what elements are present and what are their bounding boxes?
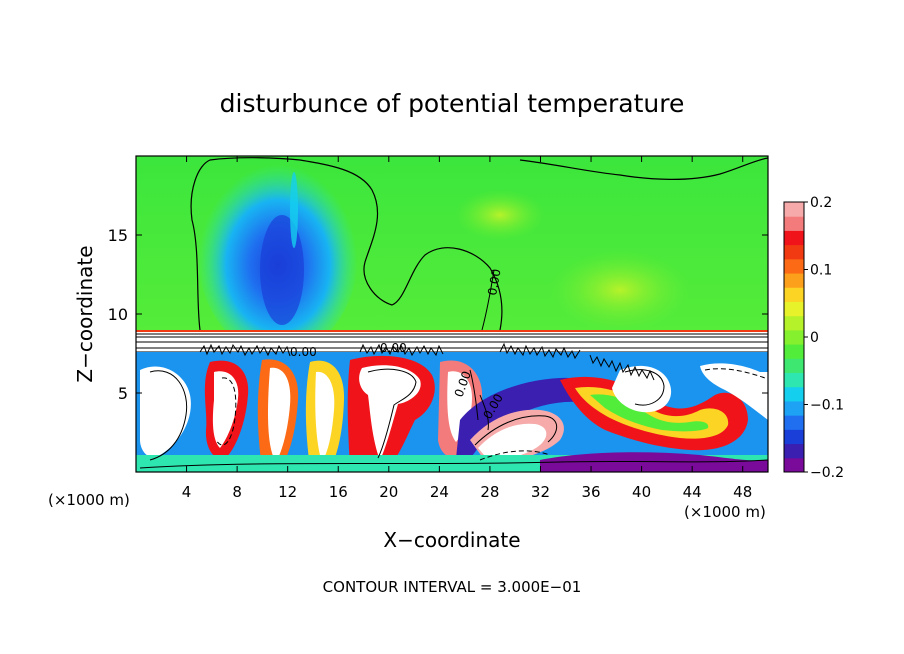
x-tick-label: 48 [733,483,752,501]
colorbar-segment [784,386,804,402]
contour-line [149,370,188,461]
contour-line [479,450,551,461]
colorbar-segment [784,301,804,317]
x-axis-label: X−coordinate [383,528,520,552]
x-unit-label-right: (×1000 m) [684,503,766,521]
contour-line [215,377,237,446]
y-tick-label: 10 [108,305,128,324]
contour-line [589,354,655,381]
colorbar-segment [784,358,804,374]
vortex-cell [315,371,335,462]
x-tick-label: 20 [379,483,398,501]
contour-line [367,368,417,459]
colorbar-segment [784,230,804,246]
contour-line [474,415,558,446]
contour-line [704,368,766,379]
colorbar-segment [784,258,804,274]
colorbar-tick-label: 0.2 [810,195,832,211]
colorbar-segment [784,315,804,331]
colorbar-tick-label: 0.1 [810,263,832,279]
yellow-patch [455,190,545,240]
contour-line [624,369,665,406]
colorbar-segment [784,273,804,288]
y-tick-label: 5 [118,384,128,403]
x-tick-label: 40 [632,483,651,501]
y-tick-label: 15 [108,226,128,245]
chart-title: disturbunce of potential temperature [220,89,685,118]
colorbar-segment [784,216,804,231]
vortex-cell [700,363,768,420]
x-tick-label: 12 [278,483,297,501]
colorbar-segment [784,287,804,302]
colorbar-tick-label: −0.1 [810,398,844,414]
y-axis: 5 10 15 [108,226,768,403]
cold-plume-streak [290,172,298,248]
colorbar-segment [784,329,804,345]
contour-interval-note: CONTOUR INTERVAL = 3.000E−01 [323,578,582,596]
x-unit-label-left: (×1000 m) [48,491,130,509]
contour-line [359,343,444,357]
cold-plume-core [260,215,304,325]
colorbar-segment [784,372,804,388]
colorbar-segment [784,202,804,217]
colorbar-segment [784,244,804,260]
colorbar-segment [784,443,804,459]
contour-line [499,342,581,360]
contour-line [190,157,503,331]
vortex-cell [478,423,547,462]
colorbar-tick-label: 0 [810,330,819,346]
vortex-cell [212,371,239,448]
contour-label: 0.00 [290,345,317,359]
x-axis: 4 8 12 16 20 24 28 32 36 40 44 48 [182,156,752,501]
contour-label: 0.00 [485,268,503,297]
contour-label: 0.00 [380,341,407,355]
interface-band [136,330,768,352]
bottom-band [540,452,768,472]
colorbar-segment [784,457,804,473]
x-tick-label: 28 [480,483,499,501]
x-tick-label: 16 [329,483,348,501]
y-axis-label: Z−coordinate [73,245,97,382]
vortex-cell [268,367,291,462]
contour-line [199,343,291,357]
contour-line [469,269,495,431]
vortex-cell [359,365,421,460]
x-tick-label: 4 [182,483,192,501]
x-tick-label: 8 [232,483,242,501]
colorbar-frame [783,201,805,473]
x-tick-label: 24 [430,483,449,501]
vortex-cell [590,394,709,432]
heatmap-field [136,156,768,472]
vortex-cell [140,366,191,458]
colorbar-tick-label: −0.2 [810,465,844,481]
contour-line [139,459,768,469]
yellow-patch [550,250,690,330]
colorbar-segment [784,344,804,359]
contour-line [519,157,768,180]
colorbar-segment [784,429,804,445]
colorbar: 0.2 0.1 0 −0.1 −0.2 [784,195,844,481]
colorbar-segment [784,400,804,416]
colorbar-segment [784,415,804,430]
x-tick-label: 44 [683,483,702,501]
x-tick-label: 32 [531,483,550,501]
x-tick-label: 36 [581,483,600,501]
